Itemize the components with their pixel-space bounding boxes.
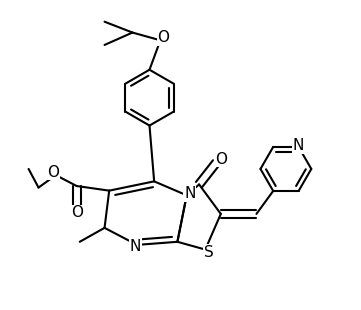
Text: O: O [71,206,83,220]
Text: S: S [204,245,214,259]
Text: O: O [215,152,227,166]
Text: N: N [130,239,141,254]
Text: N: N [184,186,196,201]
Text: O: O [47,165,60,179]
Text: N: N [293,138,304,153]
Text: O: O [157,30,169,45]
